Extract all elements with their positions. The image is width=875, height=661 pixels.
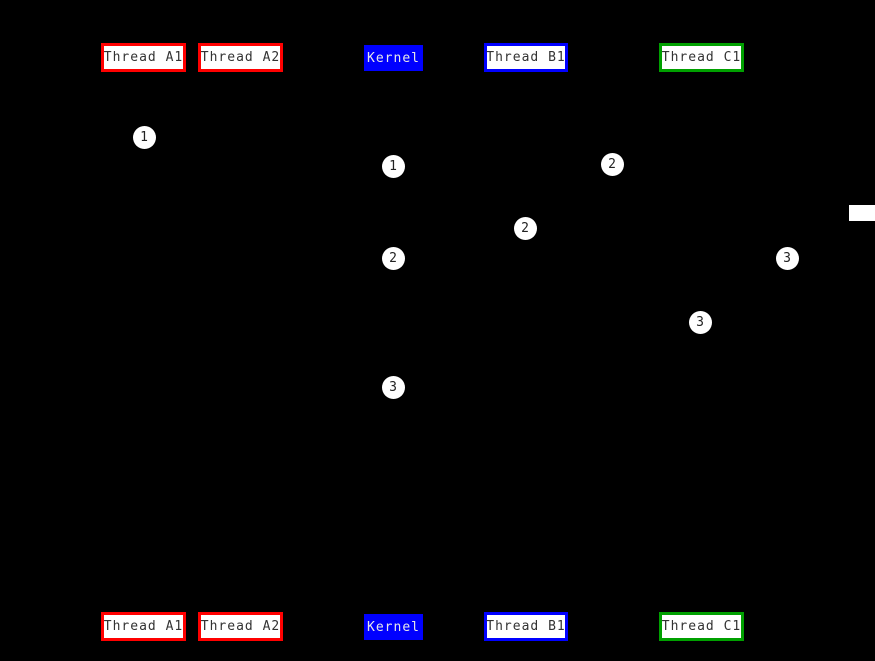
sequence-marker-1: 1 bbox=[381, 154, 405, 178]
sequence-marker-number: 1 bbox=[140, 129, 148, 145]
participant-label: Thread A2 bbox=[200, 50, 281, 65]
participant-label: Kernel bbox=[367, 50, 420, 66]
participant-box-kernel-bottom: Kernel bbox=[364, 614, 423, 640]
participant-box-thread-b1-top: Thread B1 bbox=[484, 43, 568, 72]
sequence-marker-number: 2 bbox=[521, 220, 529, 236]
participant-label: Thread A1 bbox=[103, 50, 184, 65]
participant-box-thread-c1-top: Thread C1 bbox=[659, 43, 744, 72]
sequence-marker-3: 3 bbox=[775, 246, 799, 270]
sequence-marker-number: 3 bbox=[696, 314, 704, 330]
sequence-marker-3: 3 bbox=[688, 310, 712, 334]
sequence-marker-3: 3 bbox=[381, 375, 405, 399]
sequence-marker-2: 2 bbox=[600, 152, 624, 176]
sequence-marker-2: 2 bbox=[381, 246, 405, 270]
sequence-marker-1: 1 bbox=[132, 125, 156, 149]
participant-label: Kernel bbox=[367, 619, 420, 635]
participant-label: Thread B1 bbox=[486, 619, 566, 634]
sequence-marker-number: 2 bbox=[608, 156, 616, 172]
participant-label: Thread C1 bbox=[661, 50, 742, 65]
sequence-marker-number: 2 bbox=[389, 250, 397, 266]
sequence-marker-number: 3 bbox=[783, 250, 791, 266]
participant-box-thread-b1-bottom: Thread B1 bbox=[484, 612, 568, 641]
participant-label: Thread A2 bbox=[200, 619, 281, 634]
note-box-clipped bbox=[849, 205, 875, 221]
participant-label: Thread A1 bbox=[103, 619, 184, 634]
participant-box-thread-a1-bottom: Thread A1 bbox=[101, 612, 186, 641]
participant-label: Thread C1 bbox=[661, 619, 742, 634]
sequence-marker-2: 2 bbox=[513, 216, 537, 240]
participant-box-thread-c1-bottom: Thread C1 bbox=[659, 612, 744, 641]
participant-box-thread-a1-top: Thread A1 bbox=[101, 43, 186, 72]
participant-box-thread-a2-top: Thread A2 bbox=[198, 43, 283, 72]
participant-box-kernel-top: Kernel bbox=[364, 45, 423, 71]
sequence-marker-number: 1 bbox=[389, 158, 397, 174]
sequence-marker-number: 3 bbox=[389, 379, 397, 395]
participant-box-thread-a2-bottom: Thread A2 bbox=[198, 612, 283, 641]
participant-label: Thread B1 bbox=[486, 50, 566, 65]
